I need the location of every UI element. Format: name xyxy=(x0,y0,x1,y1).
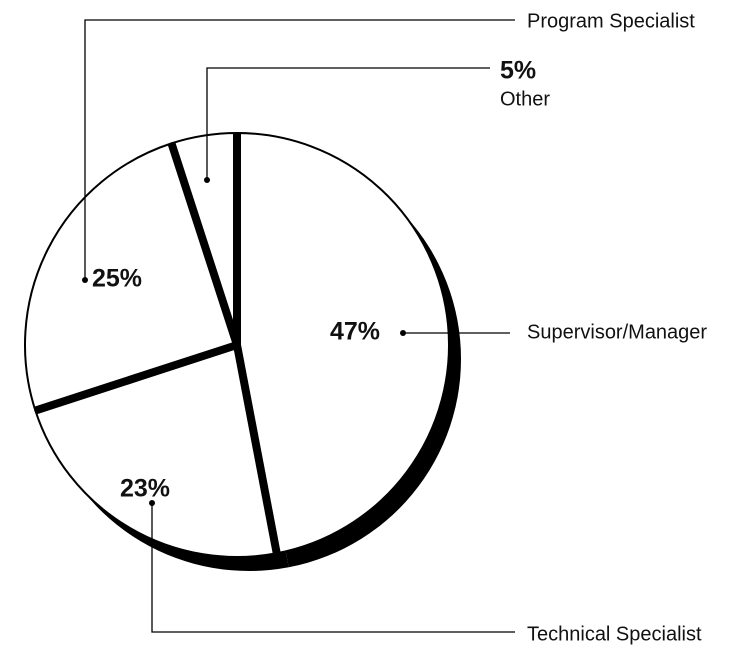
category-label: Program Specialist xyxy=(527,10,695,32)
slice xyxy=(24,142,239,412)
slice-separator xyxy=(233,344,281,554)
slice xyxy=(34,343,278,558)
slice-separator xyxy=(167,142,241,347)
slice xyxy=(236,131,450,555)
value-label: 47% xyxy=(330,318,380,346)
slice-separator xyxy=(34,341,239,415)
category-label: Supervisor/Manager xyxy=(527,321,707,343)
leader-line xyxy=(84,19,515,280)
value-label: 5% xyxy=(500,57,536,85)
leader-dot xyxy=(400,330,406,336)
leader-line xyxy=(151,503,515,633)
value-label: 25% xyxy=(92,265,142,293)
leader-dot xyxy=(204,177,210,183)
leader-dot xyxy=(82,277,88,283)
category-label: Other xyxy=(500,88,550,110)
value-label: 23% xyxy=(120,475,170,503)
category-label: Technical Specialist xyxy=(527,623,702,645)
leader-dot xyxy=(149,500,155,506)
leader-line xyxy=(206,67,490,180)
